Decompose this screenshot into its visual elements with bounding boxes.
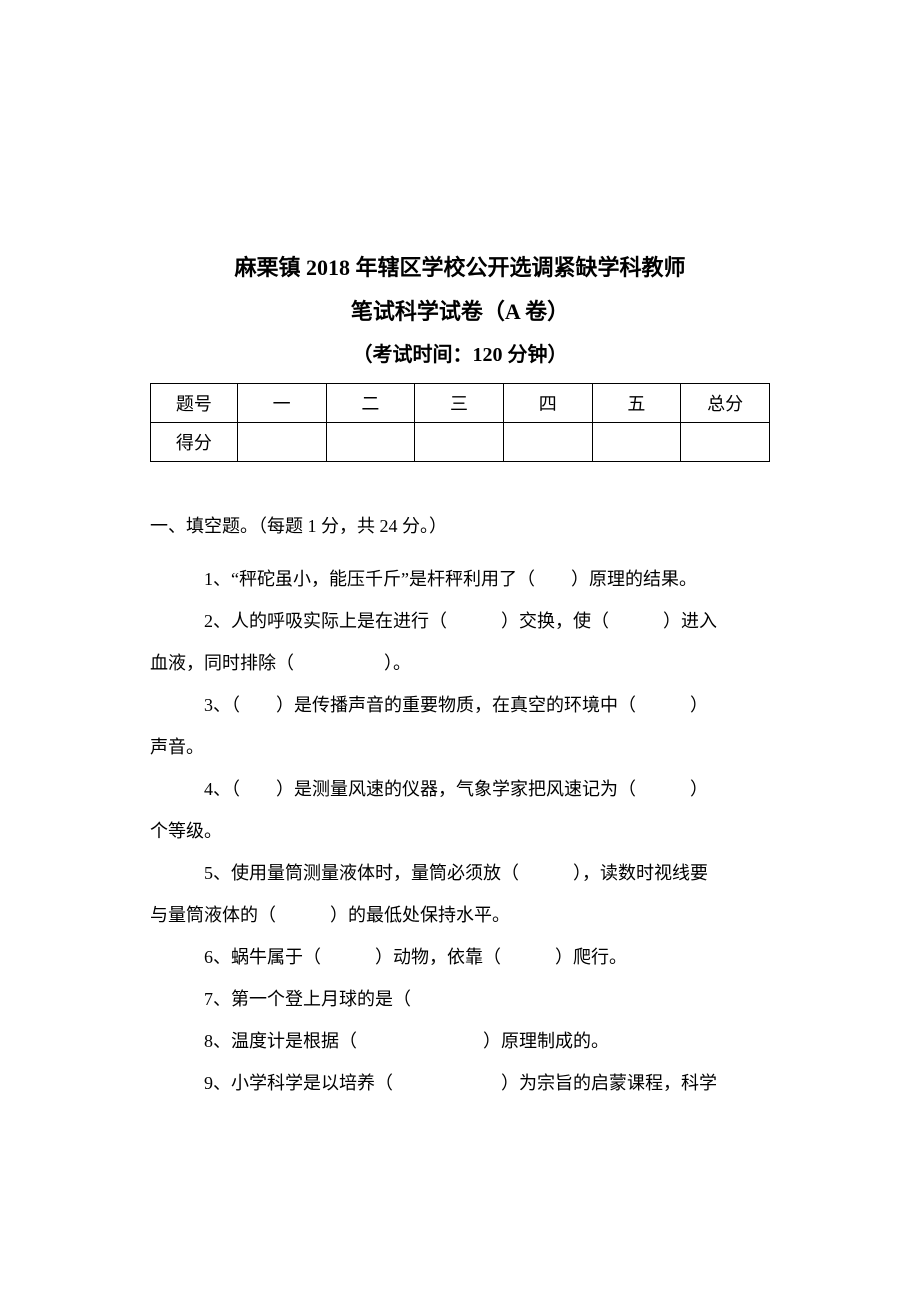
score-cell: [681, 423, 770, 462]
question-4-cont: 个等级。: [150, 813, 770, 849]
table-row: 得分: [151, 423, 770, 462]
exam-subtitle: 笔试科学试卷（A 卷）: [150, 294, 770, 326]
table-row: 题号 一 二 三 四 五 总分: [151, 384, 770, 423]
header-cell: 五: [592, 384, 681, 423]
question-5: 5、使用量筒测量液体时，量筒必须放（ ），读数时视线要: [150, 855, 770, 891]
score-cell: [415, 423, 504, 462]
question-2: 2、人的呼吸实际上是在进行（ ）交换，使（ ）进入: [150, 603, 770, 639]
question-5-cont: 与量筒液体的（ ）的最低处保持水平。: [150, 897, 770, 933]
header-cell: 题号: [151, 384, 238, 423]
question-7: 7、第一个登上月球的是（: [150, 981, 770, 1017]
score-table: 题号 一 二 三 四 五 总分 得分: [150, 383, 770, 462]
question-4: 4、（ ）是测量风速的仪器，气象学家把风速记为（ ）: [150, 771, 770, 807]
score-cell: [326, 423, 415, 462]
question-3: 3、（ ）是传播声音的重要物质，在真空的环境中（ ）: [150, 687, 770, 723]
header-cell: 总分: [681, 384, 770, 423]
header-cell: 三: [415, 384, 504, 423]
section-header: 一、填空题。（每题 1 分，共 24 分。）: [150, 512, 770, 541]
question-8: 8、温度计是根据（ ）原理制成的。: [150, 1023, 770, 1059]
question-3-cont: 声音。: [150, 729, 770, 765]
question-1: 1、“秤砣虽小，能压千斤”是杆秤利用了（ ）原理的结果。: [150, 561, 770, 597]
question-9: 9、小学科学是以培养（ ）为宗旨的启蒙课程，科学: [150, 1065, 770, 1101]
question-6: 6、蜗牛属于（ ）动物，依靠（ ）爬行。: [150, 939, 770, 975]
score-cell: [592, 423, 681, 462]
exam-title: 麻栗镇 2018 年辖区学校公开选调紧缺学科教师: [150, 250, 770, 282]
header-cell: 一: [237, 384, 326, 423]
header-cell: 二: [326, 384, 415, 423]
exam-time: （考试时间：120 分钟）: [150, 338, 770, 367]
score-label-cell: 得分: [151, 423, 238, 462]
header-cell: 四: [503, 384, 592, 423]
score-cell: [503, 423, 592, 462]
question-2-cont: 血液，同时排除（ ）。: [150, 645, 770, 681]
score-cell: [237, 423, 326, 462]
